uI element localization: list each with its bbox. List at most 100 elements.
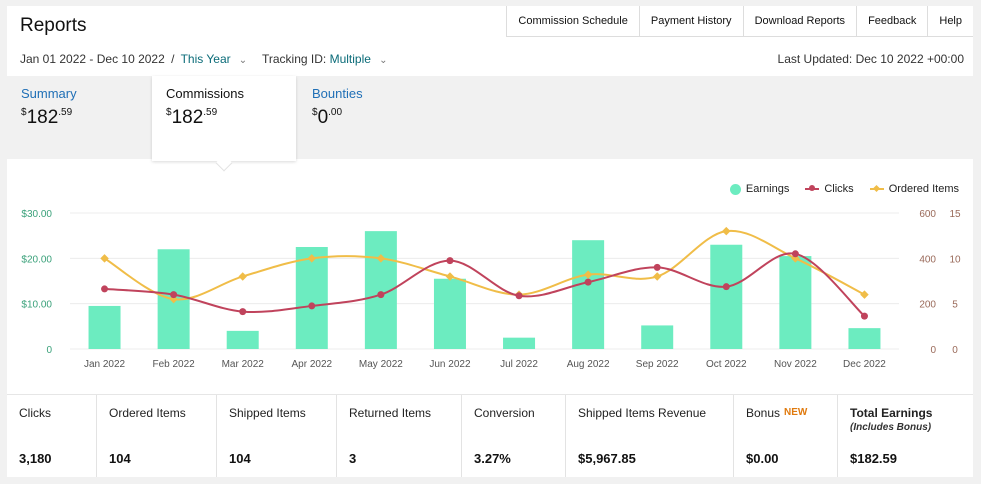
legend-earnings[interactable]: Earnings xyxy=(729,183,789,195)
report-header: Reports Commission Schedule Payment Hist… xyxy=(7,6,973,76)
clicks-point xyxy=(722,283,730,291)
last-updated: Last Updated: Dec 10 2022 +00:00 xyxy=(777,52,964,66)
tab-amount: $182.59 xyxy=(166,107,218,128)
tracking-id-value: Multiple xyxy=(329,52,371,66)
tab-commissions[interactable]: Commissions $182.59 xyxy=(152,76,296,172)
earnings-bar xyxy=(572,240,605,349)
y-left-tick-label: $20.00 xyxy=(21,254,52,265)
x-tick-label: Sep 2022 xyxy=(636,359,679,370)
legend-clicks[interactable]: Clicks xyxy=(805,183,854,195)
earnings-chart: $30.00 600 15 $20.00 400 10 $10.00 200 5 0 0 0 Jan 2… xyxy=(21,209,961,370)
clicks-point xyxy=(377,291,385,299)
download-reports-link[interactable]: Download Reports xyxy=(742,6,857,36)
clicks-point xyxy=(791,250,799,258)
filter-bar: Jan 01 2022 - Dec 10 2022 / This Year ⌄ … xyxy=(20,52,388,66)
chevron-down-icon: ⌄ xyxy=(238,55,248,66)
summary-tabs: Summary $182.59 Commissions $182.59 Boun… xyxy=(7,76,973,172)
chart-panel: $30.00 600 15 $20.00 400 10 $10.00 200 5 0 0 0 Jan 2… xyxy=(7,159,973,394)
tracking-id-label: Tracking ID: xyxy=(261,52,327,66)
tab-summary[interactable]: Summary $182.59 xyxy=(7,76,152,159)
tab-amount: $0.00 xyxy=(312,107,343,128)
legend-ordered-items[interactable]: Ordered Items xyxy=(869,183,959,195)
x-tick-label: Jul 2022 xyxy=(500,359,538,370)
earnings-bar xyxy=(226,330,259,349)
ordered-items-point xyxy=(860,290,869,299)
earnings-dot-icon xyxy=(729,183,741,195)
earnings-bar xyxy=(295,247,328,349)
clicks-point xyxy=(860,312,868,320)
y-left-tick-label: $10.00 xyxy=(21,300,52,311)
x-tick-label: Mar 2022 xyxy=(222,359,265,370)
y-right2-tick-label: 10 xyxy=(949,254,961,265)
ordered-items-point xyxy=(652,272,662,281)
clicks-point xyxy=(515,292,523,300)
clicks-line xyxy=(104,252,866,317)
ordered-items-point xyxy=(238,272,247,281)
stat-conversion: Conversion 3.27% xyxy=(462,395,566,477)
chart-legend: Earnings Clicks Ordered Items xyxy=(729,183,959,195)
y-right2-tick-label: 0 xyxy=(952,345,958,356)
stat-clicks: Clicks 3,180 xyxy=(7,395,97,477)
tab-label: Commissions xyxy=(166,86,245,101)
period-text: This Year xyxy=(180,52,231,66)
tracking-id-picker[interactable]: Tracking ID: Multiple ⌄ xyxy=(262,52,388,66)
ordered-items-point xyxy=(722,226,731,236)
earnings-bar xyxy=(503,337,536,349)
y-right1-tick-label: 600 xyxy=(919,209,936,220)
y-right1-tick-label: 0 xyxy=(930,345,936,356)
clicks-line-icon xyxy=(805,184,820,194)
clicks-point xyxy=(239,308,247,316)
earnings-bar xyxy=(710,244,743,349)
date-separator: / xyxy=(171,52,175,66)
stat-shipped-revenue: Shipped Items Revenue $5,967.85 xyxy=(566,395,734,477)
chevron-down-icon: ⌄ xyxy=(379,55,388,66)
earnings-bar xyxy=(641,325,674,349)
clicks-point xyxy=(170,291,178,299)
tab-bounties[interactable]: Bounties $0.00 xyxy=(298,76,443,159)
x-tick-label: Jun 2022 xyxy=(429,359,471,370)
earnings-bar xyxy=(848,328,881,349)
y-right2-tick-label: 5 xyxy=(952,300,958,311)
x-tick-label: Dec 2022 xyxy=(843,359,886,370)
y-right1-tick-label: 200 xyxy=(919,300,936,311)
stats-bar: Clicks 3,180 Ordered Items 104 Shipped I… xyxy=(7,394,973,477)
stat-returned-items: Returned Items 3 xyxy=(337,395,462,477)
ordered-items-point xyxy=(307,254,317,263)
stat-bonus: Bonus NEW $0.00 xyxy=(734,395,838,477)
new-badge: NEW xyxy=(784,407,808,418)
x-tick-label: Oct 2022 xyxy=(706,359,747,370)
top-links: Commission Schedule Payment History Down… xyxy=(506,6,973,37)
x-tick-label: Aug 2022 xyxy=(567,359,610,370)
ordered-items-line xyxy=(104,229,865,301)
payment-history-link[interactable]: Payment History xyxy=(638,6,743,36)
tab-label: Summary xyxy=(21,86,77,101)
commission-schedule-link[interactable]: Commission Schedule xyxy=(506,6,638,36)
help-link[interactable]: Help xyxy=(927,6,973,36)
clicks-point xyxy=(446,257,454,265)
x-tick-label: May 2022 xyxy=(359,359,403,370)
y-left-tick-label: 0 xyxy=(46,345,52,356)
y-left-tick-label: $30.00 xyxy=(21,209,52,220)
y-right2-tick-label: 15 xyxy=(949,209,961,220)
x-tick-label: Apr 2022 xyxy=(291,359,332,370)
tab-label: Bounties xyxy=(312,86,363,101)
ordered-items-point xyxy=(376,254,386,263)
earnings-bar xyxy=(433,278,466,349)
stat-total-earnings: Total Earnings (Includes Bonus) $182.59 xyxy=(850,406,933,466)
page-title: Reports xyxy=(20,15,87,36)
y-right1-tick-label: 400 xyxy=(919,254,936,265)
tab-amount: $182.59 xyxy=(21,107,73,128)
clicks-point xyxy=(308,302,316,310)
clicks-point xyxy=(653,263,661,271)
feedback-link[interactable]: Feedback xyxy=(856,6,927,36)
earnings-bar xyxy=(88,305,121,349)
date-range-picker[interactable]: Jan 01 2022 - Dec 10 2022 / This Year ⌄ xyxy=(20,52,248,66)
date-range-text: Jan 01 2022 - Dec 10 2022 xyxy=(20,52,165,66)
clicks-point xyxy=(584,278,592,286)
ordered-items-point xyxy=(445,272,455,281)
ordered-items-line-icon xyxy=(869,184,884,194)
x-tick-label: Nov 2022 xyxy=(774,359,817,370)
x-tick-label: Feb 2022 xyxy=(152,359,195,370)
clicks-point xyxy=(101,285,109,293)
stat-ordered-items: Ordered Items 104 xyxy=(97,395,217,477)
